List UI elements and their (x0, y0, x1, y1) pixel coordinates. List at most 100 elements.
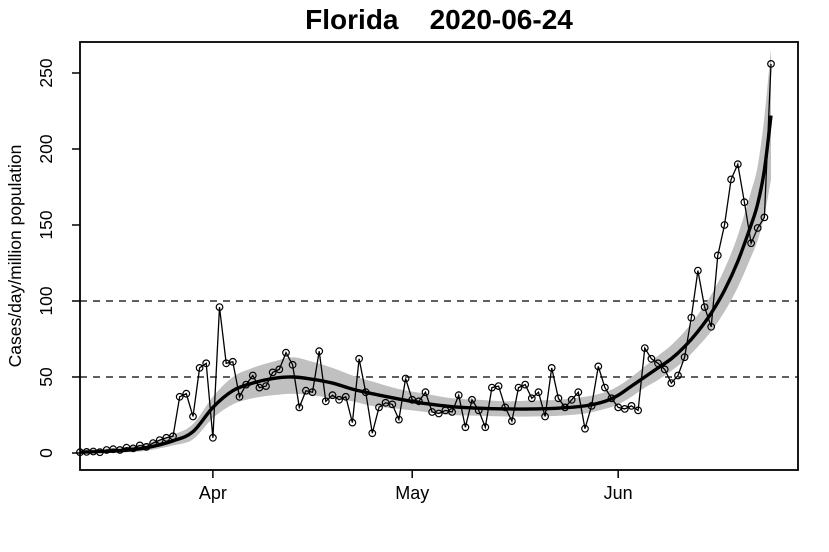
data-point (667, 379, 676, 388)
data-point (620, 405, 629, 413)
data-point (607, 394, 616, 403)
data-point (567, 395, 576, 404)
data-point (581, 424, 589, 433)
data-point (395, 415, 403, 424)
data-point (767, 60, 775, 68)
data-point (481, 423, 490, 432)
chart-title: Florida 2020-06-24 (305, 4, 573, 35)
data-point (388, 400, 397, 409)
data-point (474, 406, 483, 415)
y-tick-label: 200 (36, 134, 56, 163)
data-point (169, 432, 177, 441)
data-point (248, 371, 257, 380)
data-point (315, 347, 324, 356)
data-point (501, 403, 510, 412)
data-point (182, 389, 191, 398)
y-tick-label: 0 (36, 448, 56, 458)
data-point (421, 388, 430, 397)
data-point (415, 397, 423, 406)
data-point (674, 371, 682, 380)
data-point (494, 382, 503, 391)
data-point (680, 353, 689, 362)
data-point (348, 418, 357, 427)
data-point (700, 303, 709, 312)
data-point (368, 429, 377, 438)
data-point (727, 175, 735, 184)
plot-border (79, 41, 799, 471)
data-point (461, 423, 470, 432)
data-point (228, 357, 237, 366)
data-point (308, 388, 317, 397)
data-point (561, 403, 569, 412)
data-point (321, 397, 330, 406)
data-point (547, 364, 556, 372)
data-point (707, 322, 716, 331)
data-point (527, 394, 536, 403)
data-point (694, 266, 702, 275)
data-point (195, 364, 204, 372)
data-point (288, 360, 297, 369)
data-point (521, 380, 530, 389)
data-point (268, 368, 277, 377)
data-point (740, 198, 749, 207)
data-point (634, 406, 642, 415)
data-point (713, 251, 722, 260)
data-point (328, 391, 337, 400)
data-point (375, 403, 383, 412)
data-point (202, 359, 211, 368)
data-point (361, 388, 370, 397)
y-tick-label: 100 (36, 286, 56, 315)
data-point (115, 446, 124, 454)
x-axis: Apr May Jun (199, 470, 633, 503)
data-point (660, 365, 669, 374)
y-tick-label: 50 (36, 367, 56, 387)
x-tick-label: May (395, 483, 429, 503)
data-point (454, 391, 463, 400)
data-point (687, 313, 696, 322)
data-line (79, 63, 772, 453)
y-tick-label: 150 (36, 210, 56, 239)
x-tick-label: Apr (199, 483, 227, 503)
data-point (189, 412, 197, 421)
data-point (262, 382, 270, 391)
data-point (627, 402, 636, 410)
data-point (282, 348, 290, 357)
data-point (142, 443, 151, 451)
data-point (541, 412, 549, 421)
data-point (747, 239, 755, 248)
data-point (468, 395, 476, 404)
data-point (242, 380, 251, 389)
data-point (295, 403, 304, 412)
y-tick-label: 250 (36, 58, 56, 87)
data-point (514, 383, 523, 392)
data-point (235, 392, 244, 401)
data-point (534, 388, 543, 397)
data-point (175, 392, 184, 401)
data-point (129, 444, 138, 453)
data-point (554, 394, 563, 403)
data-point (647, 354, 656, 363)
y-axis: 0 50 100 150 200 250 (36, 58, 80, 458)
data-point (434, 409, 443, 418)
data-point (733, 160, 742, 169)
data-point (215, 303, 224, 312)
data-point (720, 221, 729, 229)
data-point (587, 402, 596, 410)
data-point (640, 344, 649, 353)
data-point (654, 359, 662, 368)
data-point (208, 433, 217, 442)
data-point (448, 408, 457, 416)
data-point (574, 388, 583, 397)
data-point (594, 362, 603, 371)
data-point (760, 213, 769, 222)
data-point (335, 395, 344, 404)
data-point (753, 224, 762, 232)
data-point (355, 354, 364, 363)
data-point (601, 383, 609, 392)
data-point (149, 439, 158, 448)
data-points (76, 60, 775, 457)
data-point (341, 392, 350, 401)
x-tick-label: Jun (604, 483, 633, 503)
